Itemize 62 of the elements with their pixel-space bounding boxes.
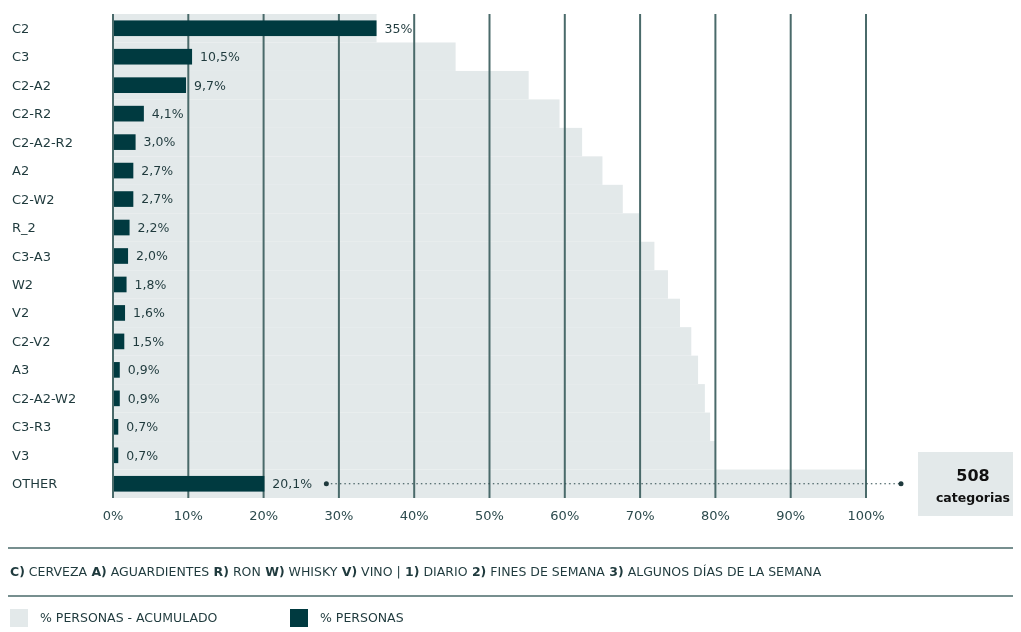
y-tick-label: C2-V2 (12, 333, 51, 349)
x-tick-label: 80% (700, 508, 730, 523)
y-tick-label: OTHER (12, 476, 58, 492)
data-label: 0,7% (126, 447, 159, 463)
bar (113, 162, 134, 179)
x-tick-label: 50% (475, 508, 504, 523)
bar (113, 362, 120, 378)
data-label: 4,1% (151, 106, 184, 122)
bar (113, 305, 126, 321)
y-tick-label: C3-A3 (12, 248, 51, 264)
data-label: 0,9% (127, 362, 160, 378)
y-tick-label: W2 (12, 277, 34, 293)
x-tick-label: 90% (776, 508, 806, 523)
y-tick-label: C2 (12, 20, 30, 36)
y-tick-label: C3-R3 (12, 419, 52, 435)
x-tick-label: 40% (399, 508, 429, 523)
y-tick-label: V2 (12, 305, 30, 321)
x-tick-label: 60% (550, 508, 580, 523)
bar (113, 48, 193, 65)
x-tick-label: 30% (324, 508, 354, 523)
y-tick-label: V3 (12, 447, 30, 463)
y-tick-label: C2-W2 (12, 191, 55, 207)
data-label: 9,7% (194, 77, 226, 93)
y-tick-label: C2-A2 (12, 77, 51, 93)
legend-label: % PERSONAS (320, 610, 404, 625)
x-tick-label: 0% (102, 508, 124, 523)
x-tick-label: 100% (847, 508, 885, 523)
data-label: 35% (384, 20, 413, 36)
data-label: 20,1% (272, 476, 313, 492)
x-tick-label: 20% (249, 508, 279, 523)
y-tick-label: A3 (12, 362, 30, 378)
legend-label: % PERSONAS - ACUMULADO (40, 610, 218, 625)
bar (113, 191, 134, 207)
text: 508 categorias (935, 466, 1011, 505)
data-label: 1,8% (134, 276, 167, 292)
data-label: 10,5% (200, 49, 240, 65)
bar (113, 77, 187, 94)
bar (113, 134, 136, 150)
y-tick-label: C2-A2-W2 (12, 390, 77, 406)
data-label: 0,7% (126, 419, 159, 435)
data-label: 2,2% (137, 219, 170, 235)
bar (113, 219, 130, 236)
bar (113, 20, 377, 37)
y-tick-label: R_2 (12, 220, 36, 236)
data-label: 1,6% (133, 305, 165, 321)
data-label: 2,7% (141, 162, 174, 178)
y-tick-label: C2-R2 (12, 106, 52, 122)
x-tick-label: 70% (625, 508, 655, 523)
data-label: 0,9% (127, 390, 160, 406)
data-label: 2,7% (141, 191, 174, 207)
text: C) CERVEZA A) AGUARDIENTES R) RON W) WHISKY V) VINO | 1) DIARIO 2) FINES DE SEMANA 3) ALGUNOS DÍAS DE LA SEMANA (10, 564, 822, 579)
data-label: 1,5% (132, 333, 165, 349)
bar (113, 248, 129, 264)
y-tick-label: A2 (12, 163, 30, 179)
y-tick-label: C2-A2-R2 (12, 134, 73, 150)
bar (113, 105, 144, 122)
x-tick-label: 10% (173, 508, 203, 523)
bar (113, 276, 127, 293)
bar (113, 475, 265, 492)
y-tick-label: C3 (12, 49, 30, 65)
data-label: 2,0% (136, 248, 168, 264)
data-label: 3,0% (143, 134, 176, 150)
